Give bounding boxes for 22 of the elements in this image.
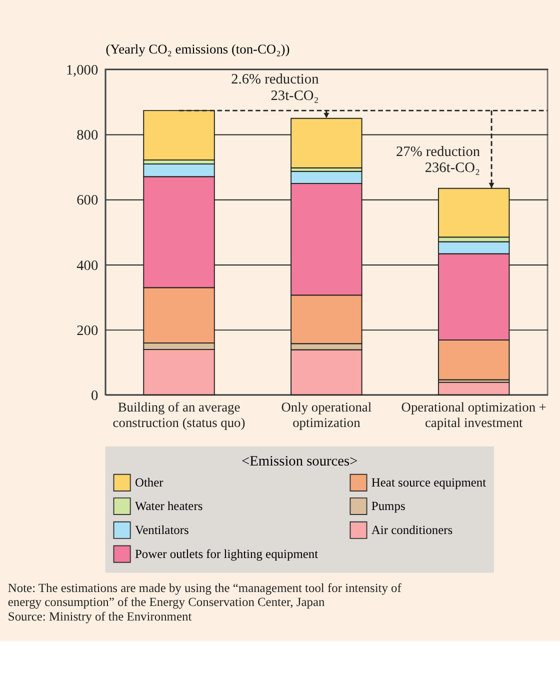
y-tick-label: 200 bbox=[76, 322, 98, 339]
legend-label: Air conditioners bbox=[371, 522, 453, 537]
y-tick-label: 800 bbox=[76, 128, 98, 144]
y-tick-label: 400 bbox=[76, 258, 98, 274]
legend-label: Heat source equipment bbox=[371, 476, 487, 490]
legend-label: Pumps bbox=[371, 499, 406, 514]
annotation: 2.6% reduction 23t-CO₂ bbox=[231, 72, 319, 104]
y-tick-label: 1,000 bbox=[66, 62, 98, 78]
annotation: 27% reduction 236t-CO₂ bbox=[396, 144, 480, 176]
legend-label: Other bbox=[134, 476, 164, 490]
text: Note: The estimations are made by using the “management tool for intensity of energy consumption” of the Energy Conservation Center, Japan bbox=[8, 580, 402, 610]
source-note: Source: Ministry of the Environment bbox=[8, 610, 192, 624]
legend-label: Ventilators bbox=[134, 522, 190, 537]
x-tick-label: Only operational optimization bbox=[281, 399, 372, 430]
x-tick-label: Building of an average construction (status quo) bbox=[112, 399, 246, 430]
legend-label: Water heaters bbox=[134, 499, 203, 514]
legend-label: Power outlets for lighting equipment bbox=[134, 546, 319, 561]
x-tick-label: Operational optimization + capital investment bbox=[401, 399, 546, 430]
y-axis-title: (Yearly CO₂ emissions (ton-CO₂)) bbox=[106, 41, 290, 56]
y-tick-label: 600 bbox=[76, 192, 98, 209]
legend-title: <Emission sources> bbox=[242, 454, 358, 470]
y-tick-label: 0 bbox=[90, 388, 98, 404]
